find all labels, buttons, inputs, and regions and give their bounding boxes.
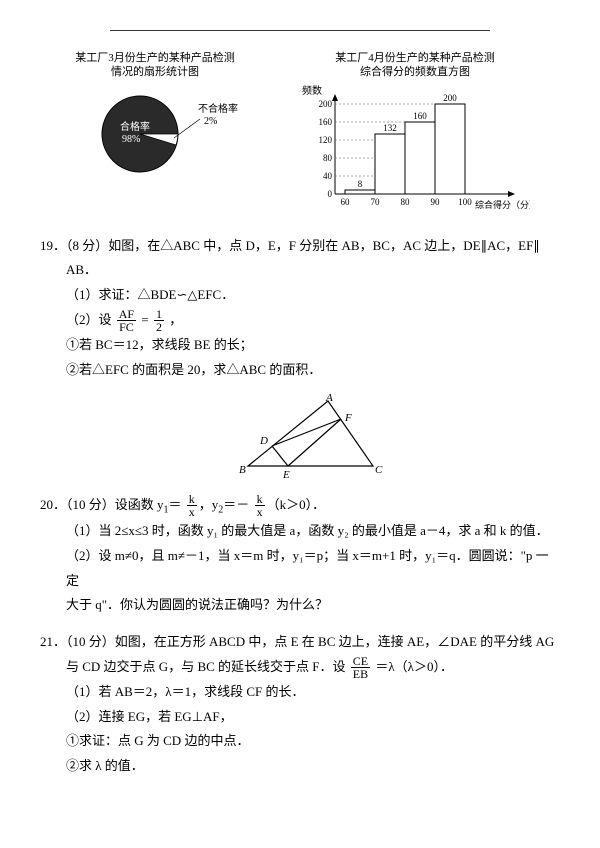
q19-header: 19．（8 分）如图，在△ABC 中，点 D，E，F 分别在 AB，BC，AC … (40, 234, 560, 259)
q19-frac1-den: FC (117, 321, 136, 333)
svg-text:70: 70 (371, 197, 381, 207)
q20-part1: （1）当 2≤x≤3 时，函数 y₁ 的最大值是 a，函数 y₂ 的最小值是 a… (66, 519, 560, 544)
triangle-svg: A B C D E F (233, 391, 393, 481)
q19-eq: = (141, 312, 152, 327)
charts-row: 某工厂3月份生产的某种产品检测 情况的扇形统计图 合格率 98% 不合格率 2%… (40, 51, 560, 214)
svg-text:B: B (239, 464, 246, 476)
q20-part2-cont: 大于 q"．你认为圆圆的说法正确吗？为什么？ (66, 593, 560, 618)
svg-text:8: 8 (358, 179, 363, 189)
bar-chart-svg: 频数 0 40 80 120 160 200 (300, 84, 530, 214)
pie-title-line2: 情况的扇形统计图 (111, 66, 199, 78)
q21-part2: （2）连接 EG，若 EG⊥AF， (66, 705, 560, 730)
fail-label: 不合格率 (198, 102, 238, 115)
x-ticks: 60 70 80 90 100 (341, 197, 473, 207)
q20-frac2-den: x (255, 506, 265, 518)
q19-frac2: 1 2 (154, 308, 164, 333)
fail-value: 2% (204, 116, 217, 127)
q19-sub1: ①若 BC＝12，求线段 BE 的长； (66, 333, 560, 358)
q19-frac1: AF FC (117, 308, 136, 333)
q21-header: 21．（10 分）如图，在正方形 ABCD 中，点 E 在 BC 边上，连接 A… (40, 630, 560, 655)
q21-frac-den: EB (351, 668, 370, 680)
pie-title-line1: 某工厂3月份生产的某种产品检测 (75, 52, 235, 64)
q19-part2-suffix: ， (169, 312, 182, 327)
q20-prefix: 20．（10 分）设函数 y (40, 497, 164, 512)
svg-text:E: E (282, 469, 290, 481)
svg-text:80: 80 (401, 197, 411, 207)
q19-part2-prefix: （2）设 (66, 312, 112, 327)
q19-frac2-den: 2 (154, 321, 164, 333)
q20-eq1: ＝ (169, 497, 182, 512)
svg-text:120: 120 (319, 135, 333, 145)
q20-header: 20．（10 分）设函数 y1＝ k x ，y2＝－ k x （k＞0）． (40, 493, 560, 520)
q21-frac: CE EB (351, 655, 370, 680)
q21-line2-suffix: ＝λ（λ＞0）． (375, 659, 453, 674)
q21-sub2: ②求 λ 的值． (66, 754, 560, 779)
q20-frac1-den: x (187, 506, 197, 518)
q20-suffix: （k＞0）． (267, 497, 326, 512)
q21-line2-prefix: 与 CD 边交于点 G，与 BC 的延长线交于点 F．设 (66, 659, 346, 674)
svg-text:0: 0 (328, 189, 333, 199)
q19-sub2: ②若△EFC 的面积是 20，求△ABC 的面积． (66, 358, 560, 383)
svg-text:C: C (375, 464, 383, 476)
question-19: 19．（8 分）如图，在△ABC 中，点 D，E，F 分别在 AB，BC，AC … (40, 234, 560, 481)
q20-frac1: k x (187, 493, 197, 518)
q21-line2: 与 CD 边交于点 G，与 BC 的延长线交于点 F．设 CE EB ＝λ（λ＞… (66, 655, 560, 681)
q19-figure: A B C D E F (66, 391, 560, 481)
svg-text:90: 90 (431, 197, 441, 207)
svg-text:100: 100 (458, 197, 472, 207)
y-ticks: 0 40 80 120 160 200 (319, 99, 333, 199)
q20-part2: （2）设 m≠0，且 m≠－1，当 x＝m 时，y₁＝p；当 x＝m+1 时，y… (66, 544, 560, 593)
svg-text:F: F (344, 412, 352, 424)
q20-eq2: ＝－ (223, 497, 249, 512)
y-axis-label: 频数 (302, 84, 322, 97)
pass-value: 98% (122, 134, 140, 145)
q19-part2: （2）设 AF FC = 1 2 ， (66, 308, 560, 334)
q21-part1: （1）若 AB＝2，λ＝1，求线段 CF 的长． (66, 680, 560, 705)
q20-frac2: k x (255, 493, 265, 518)
question-20: 20．（10 分）设函数 y1＝ k x ，y2＝－ k x （k＞0）． （1… (40, 493, 560, 618)
bar-title-line2: 综合得分的频数直方图 (360, 66, 470, 78)
svg-text:200: 200 (319, 99, 333, 109)
svg-text:40: 40 (323, 171, 333, 181)
x-axis-label: 综合得分（分） (475, 199, 530, 210)
question-21: 21．（10 分）如图，在正方形 ABCD 中，点 E 在 BC 边上，连接 A… (40, 630, 560, 779)
q19-part1: （1）求证：△BDE∽△EFC． (66, 283, 560, 308)
svg-text:D: D (259, 435, 268, 447)
svg-text:200: 200 (443, 93, 457, 103)
q21-sub1: ①求证：点 G 为 CD 边的中点． (66, 729, 560, 754)
q19-header-cont: AB． (66, 258, 560, 283)
svg-text:160: 160 (413, 111, 427, 121)
pie-chart-svg: 合格率 98% 不合格率 2% (70, 84, 240, 184)
svg-text:60: 60 (341, 197, 351, 207)
q20-mid: ，y (199, 497, 219, 512)
bar-title-line1: 某工厂4月份生产的某种产品检测 (335, 52, 495, 64)
svg-text:160: 160 (319, 117, 333, 127)
pie-chart-title: 某工厂3月份生产的某种产品检测 情况的扇形统计图 (70, 51, 240, 80)
bar-chart-title: 某工厂4月份生产的某种产品检测 综合得分的频数直方图 (300, 51, 530, 80)
svg-text:132: 132 (383, 123, 397, 133)
pie-chart-box: 某工厂3月份生产的某种产品检测 情况的扇形统计图 合格率 98% 不合格率 2% (70, 51, 240, 214)
pass-label: 合格率 (120, 120, 150, 133)
bar-chart-box: 某工厂4月份生产的某种产品检测 综合得分的频数直方图 频数 0 40 80 12… (300, 51, 530, 214)
page-rule (110, 30, 490, 31)
svg-text:80: 80 (323, 153, 333, 163)
bars (345, 104, 465, 194)
svg-text:A: A (325, 392, 333, 404)
